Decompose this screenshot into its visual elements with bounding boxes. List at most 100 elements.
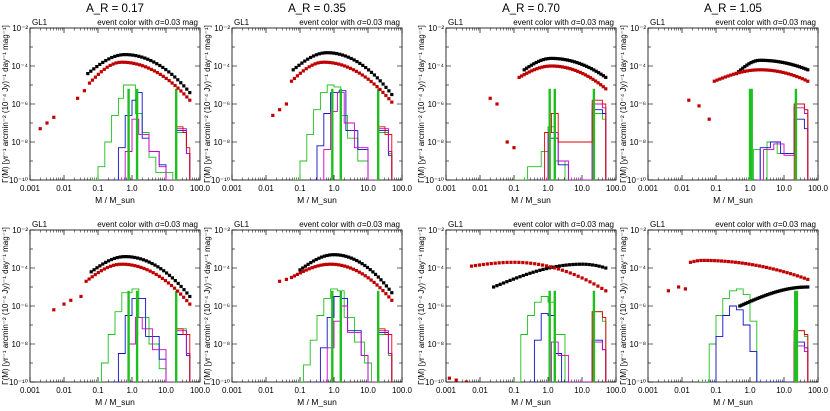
black-point — [534, 269, 539, 273]
black-point — [780, 288, 784, 292]
red-point — [529, 261, 533, 265]
black-point — [173, 278, 177, 283]
red-point — [778, 70, 782, 74]
red-point — [742, 69, 747, 73]
panel-label-gl1: GL1 — [32, 18, 48, 27]
red-point — [375, 85, 379, 89]
red-point — [576, 274, 580, 278]
black-point — [104, 58, 108, 63]
black-point — [802, 66, 806, 70]
panel-label-gl1: GL1 — [650, 18, 666, 27]
black-point — [786, 287, 790, 291]
red-point — [384, 93, 388, 98]
black-point — [378, 79, 382, 83]
red-point — [729, 73, 733, 77]
red-point — [120, 60, 124, 64]
black-point — [95, 266, 99, 270]
red-point — [757, 264, 762, 268]
red-point — [699, 258, 703, 263]
black-point — [532, 62, 536, 66]
red-series — [666, 258, 810, 293]
red-point — [532, 68, 536, 72]
red-point — [45, 121, 49, 125]
green-spike — [748, 88, 752, 180]
red-point — [366, 77, 370, 81]
red-point — [348, 66, 353, 70]
black-point — [328, 253, 332, 257]
black-point — [146, 57, 150, 61]
red-point — [596, 284, 600, 288]
red-point — [108, 264, 113, 268]
black-point — [567, 263, 572, 267]
red-point — [372, 82, 376, 86]
red-point — [360, 73, 364, 77]
red-point — [556, 267, 560, 271]
red-point — [572, 272, 576, 277]
black-point — [98, 62, 102, 67]
green-spike — [592, 290, 596, 382]
green-spike — [339, 290, 342, 382]
red-point — [712, 79, 716, 83]
black-point — [585, 64, 589, 68]
green-spike — [548, 290, 551, 382]
y-tick-label: 10⁻² — [630, 226, 646, 235]
red-point — [387, 295, 391, 299]
black-point — [799, 65, 804, 70]
black-point — [314, 53, 318, 57]
x-tick-label: 0.001 — [20, 386, 41, 395]
red-point — [87, 277, 91, 281]
black-point — [376, 275, 380, 279]
red-point — [348, 266, 353, 270]
x-tick-label: 0.001 — [222, 386, 243, 395]
red-point — [343, 264, 347, 268]
y-tick-label: 10⁻⁶ — [630, 302, 646, 311]
red-point — [99, 269, 103, 273]
black-point — [772, 290, 776, 295]
red-point — [581, 72, 585, 76]
black-point — [788, 287, 792, 291]
x-tick-label: 0.01 — [258, 184, 274, 193]
red-point — [142, 266, 146, 271]
red-point — [164, 76, 168, 81]
red-point — [520, 74, 524, 78]
black-point — [797, 65, 801, 69]
black-point — [152, 60, 156, 64]
x-tick-label: 0.01 — [56, 184, 72, 193]
red-point — [734, 71, 738, 76]
red-point — [548, 64, 552, 68]
black-point — [577, 262, 581, 266]
black-point — [754, 297, 758, 301]
x-tick-label: 100.0 — [190, 386, 211, 395]
black-point — [92, 268, 96, 272]
red-point — [553, 64, 557, 68]
panel-label-event-color: event color with σ=0.03 mag — [299, 220, 400, 229]
red-point — [328, 60, 332, 65]
red-point — [702, 258, 706, 263]
red-point — [369, 79, 373, 84]
green-spike — [127, 88, 130, 180]
black-point — [790, 286, 794, 290]
black-point — [498, 282, 502, 286]
red-point — [517, 260, 521, 264]
black-point — [793, 63, 797, 68]
red-point — [152, 69, 156, 73]
red-point — [707, 117, 711, 121]
black-point — [589, 67, 593, 71]
black-point — [317, 256, 321, 260]
black-point — [774, 290, 778, 294]
green-spike — [127, 290, 130, 382]
panel-r1-c2: 0.001 0.01 0.1 1.0 10.0 100.0 10⁻¹⁰ 10⁻⁸ 10⁻⁶ 10⁻… — [417, 220, 627, 407]
data-layer — [488, 56, 608, 180]
black-point — [121, 255, 125, 259]
y-tick-label: 10⁻⁴ — [11, 264, 28, 273]
x-axis-label: M / M_sun — [95, 397, 135, 407]
black-point — [144, 259, 148, 263]
y-tick-label: 10⁻⁶ — [12, 100, 28, 109]
green-spike — [553, 88, 556, 180]
y-tick-label: 10⁻⁸ — [12, 340, 29, 349]
black-point — [534, 60, 538, 65]
column-title: A_R = 1.05 — [704, 3, 762, 15]
y-tick-label: 10⁻⁴ — [427, 62, 444, 71]
black-point — [323, 51, 327, 55]
x-tick-label: 0.1 — [294, 184, 306, 193]
